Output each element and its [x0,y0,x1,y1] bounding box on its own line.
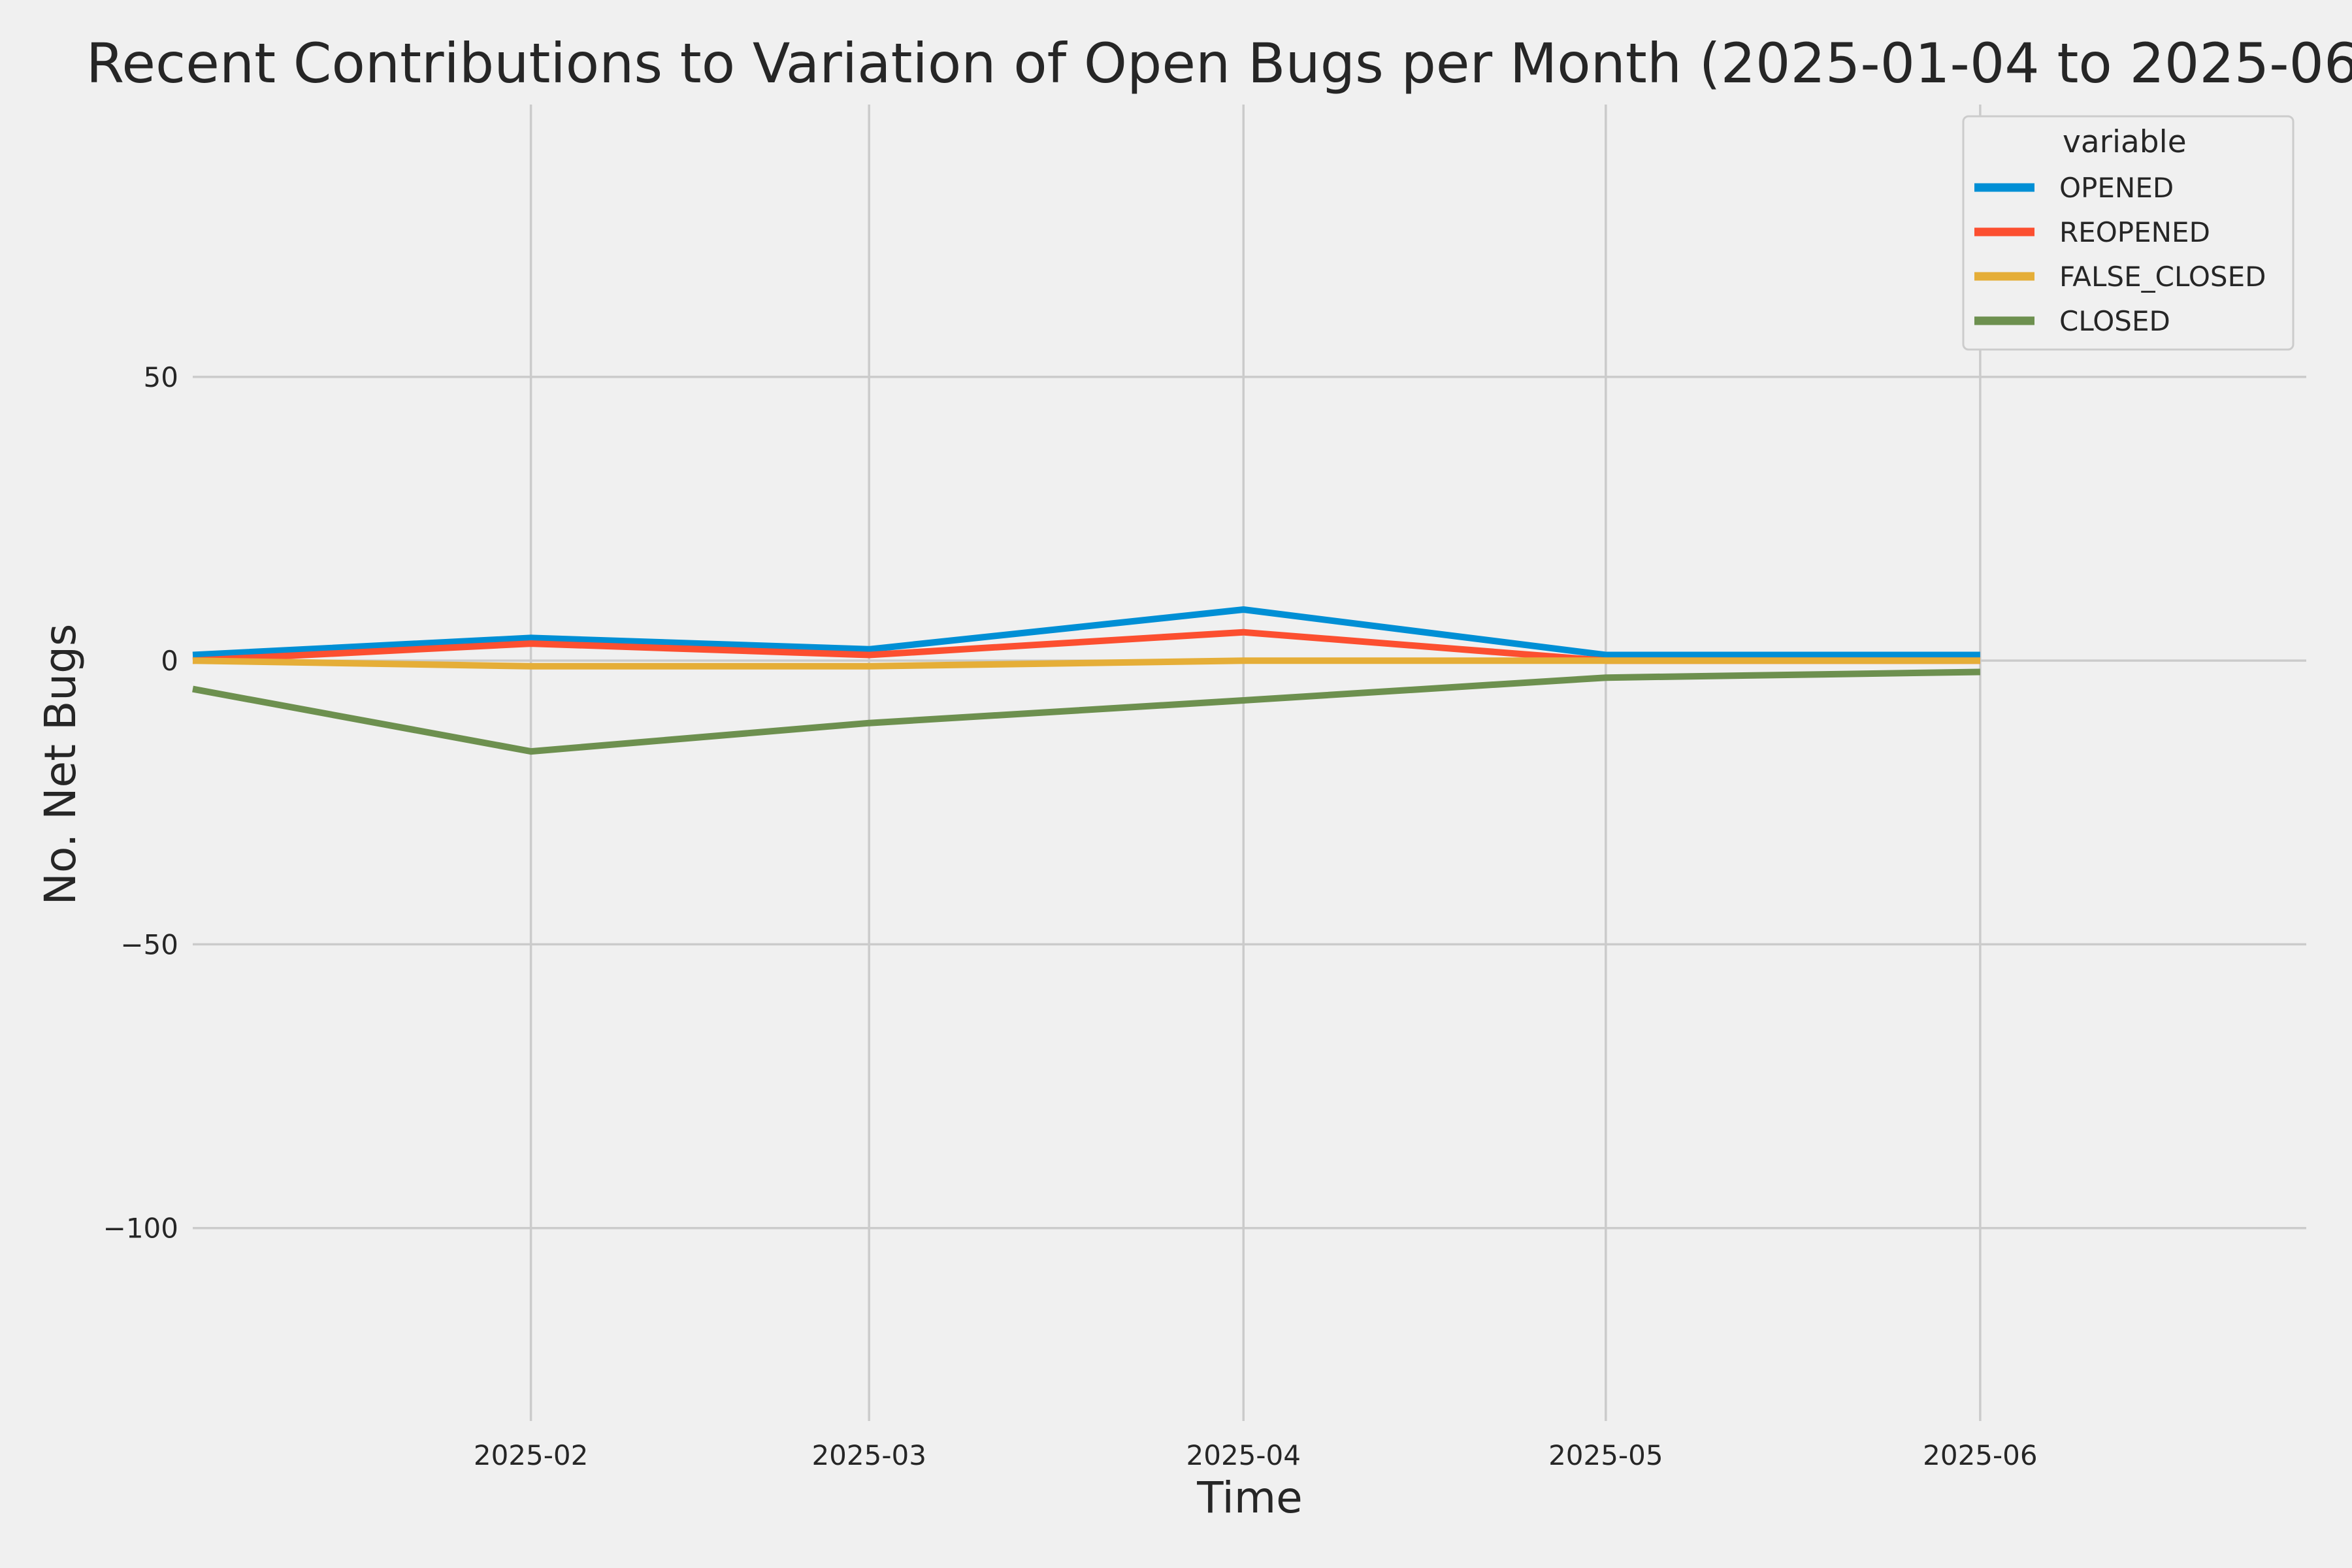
x-tick-label: 2025-02 [474,1439,589,1471]
legend-title: variable [2063,124,2187,160]
legend-items: OPENED REOPENED FALSE_CLOSED CLOSED [1974,172,2266,337]
legend-label: CLOSED [2059,305,2170,337]
series-lines [192,606,1980,755]
y-tick-label: 0 [161,645,178,677]
legend-label: FALSE_CLOSED [2059,261,2266,293]
x-tick-label: 2025-06 [1923,1439,2038,1471]
tick-labels: 50 0 −50 −100 2025-02 2025-03 2025-04 2025-05 20… [103,361,2038,1471]
y-tick-label: −100 [103,1213,178,1245]
x-tick-label: 2025-05 [1548,1439,1663,1471]
chart-title: Recent Contributions to Variation of Ope… [86,31,2352,95]
x-tick-label: 2025-03 [811,1439,926,1471]
legend: variable OPENED REOPENED FALSE_CLOSED CLOSE… [1962,115,2295,351]
y-axis-label: No. Net Bugs [35,624,86,906]
x-axis-label: Time [1196,1473,1303,1523]
x-tick-label: 2025-04 [1186,1439,1301,1471]
series-line-false-closed [192,657,1980,670]
legend-label: REOPENED [2059,216,2210,248]
legend-label: OPENED [2059,172,2174,204]
y-tick-label: 50 [144,361,178,393]
series-line-opened [192,606,1980,659]
series-line-closed [192,668,1980,755]
legend-box [1962,115,2295,351]
y-tick-label: −50 [120,928,178,960]
